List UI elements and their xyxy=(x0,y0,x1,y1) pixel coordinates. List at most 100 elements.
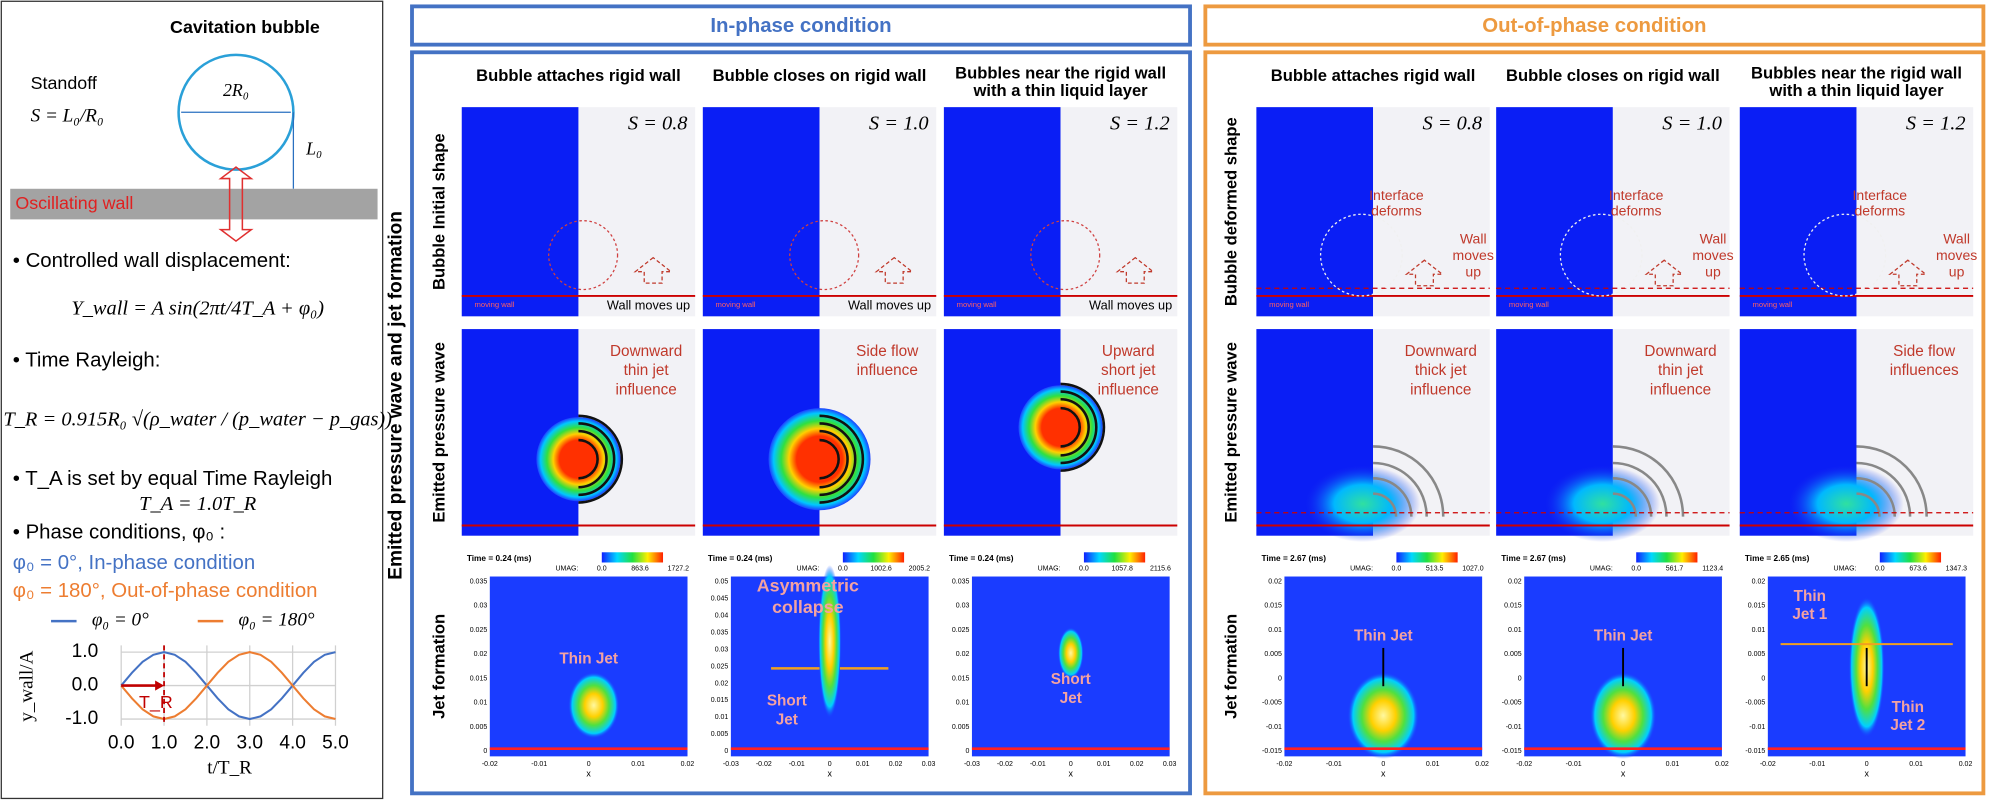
colorbar-label: 0.0 xyxy=(1079,566,1089,573)
jet-y-tick: -0.01 xyxy=(1749,724,1765,731)
colorbar-label: 0.0 xyxy=(597,566,607,573)
jet-y-tick: -0.015 xyxy=(1745,748,1765,755)
time-label: Time = 0.24 (ms) xyxy=(467,553,532,563)
jet-y-tick: 0 xyxy=(1761,675,1765,682)
cell-note: Wall moves up xyxy=(607,297,690,312)
jet-x-axis: x xyxy=(1864,769,1869,779)
colorbar-label: 1027.0 xyxy=(1462,566,1484,573)
wave-ring xyxy=(1373,492,1398,517)
jet-y-tick: 0.01 xyxy=(1268,627,1282,634)
fluid-right xyxy=(1373,107,1490,317)
x-tick-label: 0.0 xyxy=(108,733,135,754)
colorbar-label: 863.6 xyxy=(631,566,649,573)
wave-ring xyxy=(1060,397,1090,457)
wave-ring xyxy=(1612,445,1685,517)
jet-y-tick: 0.02 xyxy=(1752,578,1766,585)
colorbar-label: 1057.8 xyxy=(1111,566,1133,573)
jet-note: Short xyxy=(1051,671,1091,688)
jet-x-tick: -0.01 xyxy=(531,761,547,768)
jet-note: Short xyxy=(767,693,807,710)
jet-y-tick: 0 xyxy=(1518,675,1522,682)
jet-y-tick: 0.015 xyxy=(1504,603,1522,610)
bubble-dashed xyxy=(1559,213,1643,297)
jet-x-tick: 0.01 xyxy=(856,761,870,768)
jet-y-tick: 0.035 xyxy=(952,578,970,585)
tiny-label: moving wall xyxy=(1269,300,1309,309)
jet-y-tick: 0.015 xyxy=(711,697,729,704)
cell-note: Downward xyxy=(1644,343,1716,360)
jet-y-tick: 0.045 xyxy=(711,595,729,602)
jet-y-tick: -0.01 xyxy=(1266,724,1282,731)
jet-y-tick: -0.015 xyxy=(1262,748,1282,755)
bullet: • Time Rayleigh: xyxy=(13,349,161,371)
jet-note: Thin Jet xyxy=(559,650,618,667)
wave-ring xyxy=(1373,461,1428,517)
wall-move-arrow xyxy=(1404,259,1445,287)
jet-x-tick: 0.01 xyxy=(1426,761,1440,768)
jet-y-tick: 0.005 xyxy=(952,724,970,731)
wall-move-arrow xyxy=(633,256,673,284)
wave-ring xyxy=(819,438,840,480)
colorbar xyxy=(1396,552,1458,563)
jet-note: Jet xyxy=(776,712,798,729)
jet-y-tick: 0.03 xyxy=(956,603,970,610)
cell-note: Side flow xyxy=(856,343,919,360)
jet-x-tick: -0.02 xyxy=(756,761,772,768)
wall-move-arrow xyxy=(1888,259,1928,287)
jet-x-tick: 0 xyxy=(1069,761,1073,768)
cell-note: thin jet xyxy=(624,362,670,379)
jet-x-tick: 0.01 xyxy=(631,761,645,768)
standoff-value: S = 1.0 xyxy=(1662,113,1722,135)
legend-label: φ₀ = 0° xyxy=(92,610,149,631)
colorbar-label: 2115.6 xyxy=(1150,566,1171,573)
jet-y-tick: 0.02 xyxy=(1508,578,1522,585)
jet-y-tick: -0.015 xyxy=(1502,748,1522,755)
jet-y-tick: 0 xyxy=(965,748,969,755)
panel-title-box xyxy=(1203,4,1986,47)
column-header: Bubbles near the rigid wall xyxy=(955,63,1166,82)
row-label: Jet formation xyxy=(1222,614,1241,719)
time-label: Time = 2.67 (ms) xyxy=(1261,553,1326,563)
jet-x-tick: -0.03 xyxy=(964,761,980,768)
standoff-value: S = 1.2 xyxy=(1110,113,1170,135)
jet-x-tick: -0.03 xyxy=(723,761,739,768)
jet-x-tick: 0.02 xyxy=(1715,761,1729,768)
row-label: Emitted pressure wave xyxy=(1222,342,1241,523)
y-tick-label: 1.0 xyxy=(72,641,99,662)
wave-ring xyxy=(819,429,849,489)
jet-shape xyxy=(568,672,620,739)
jet-x-tick: 0.02 xyxy=(889,761,903,768)
jet-shape xyxy=(818,565,842,719)
jet-y-tick: 0.02 xyxy=(956,651,970,658)
colorbar-label: 561.7 xyxy=(1666,566,1684,573)
jet-y-tick: 0.03 xyxy=(474,603,488,610)
jet-x-tick: -0.02 xyxy=(1760,761,1776,768)
phase-note: φ₀ = 0°, In-phase condition xyxy=(13,552,255,574)
diameter-label: 2R₀ xyxy=(223,80,249,100)
jet-shape xyxy=(1589,672,1657,759)
jet-note: collapse xyxy=(772,597,843,617)
cell-note: moves xyxy=(1692,247,1733,263)
jet-x-tick: 0 xyxy=(828,761,832,768)
colorbar-label: 673.6 xyxy=(1909,566,1927,573)
umag-label: UMAG: xyxy=(1834,566,1857,573)
column-header: with a thin liquid layer xyxy=(1768,81,1944,100)
cell-note: Wall xyxy=(1943,230,1970,246)
jet-x-tick: -0.01 xyxy=(789,761,805,768)
colorbar xyxy=(1879,552,1942,563)
bullet: • Controlled wall displacement: xyxy=(13,250,291,272)
equation: Y_wall = A sin(2πt/4T_A + φ₀) xyxy=(71,298,324,320)
bubble-dashed xyxy=(1319,213,1403,297)
umag-label: UMAG: xyxy=(797,566,820,573)
fluid-left xyxy=(702,107,820,317)
time-label: Time = 2.65 (ms) xyxy=(1745,553,1810,563)
jet-y-tick: -0.01 xyxy=(1506,724,1522,731)
jet-shape xyxy=(1347,672,1419,759)
colorbar xyxy=(1083,552,1146,563)
jet-x-tick: 0.01 xyxy=(1097,761,1111,768)
wall-label: Oscillating wall xyxy=(15,193,133,213)
jet-y-tick: 0.015 xyxy=(952,675,970,682)
jet-x-axis: x xyxy=(1069,769,1074,779)
wave-ring xyxy=(819,422,857,497)
wall-move-arrow xyxy=(1115,256,1155,284)
